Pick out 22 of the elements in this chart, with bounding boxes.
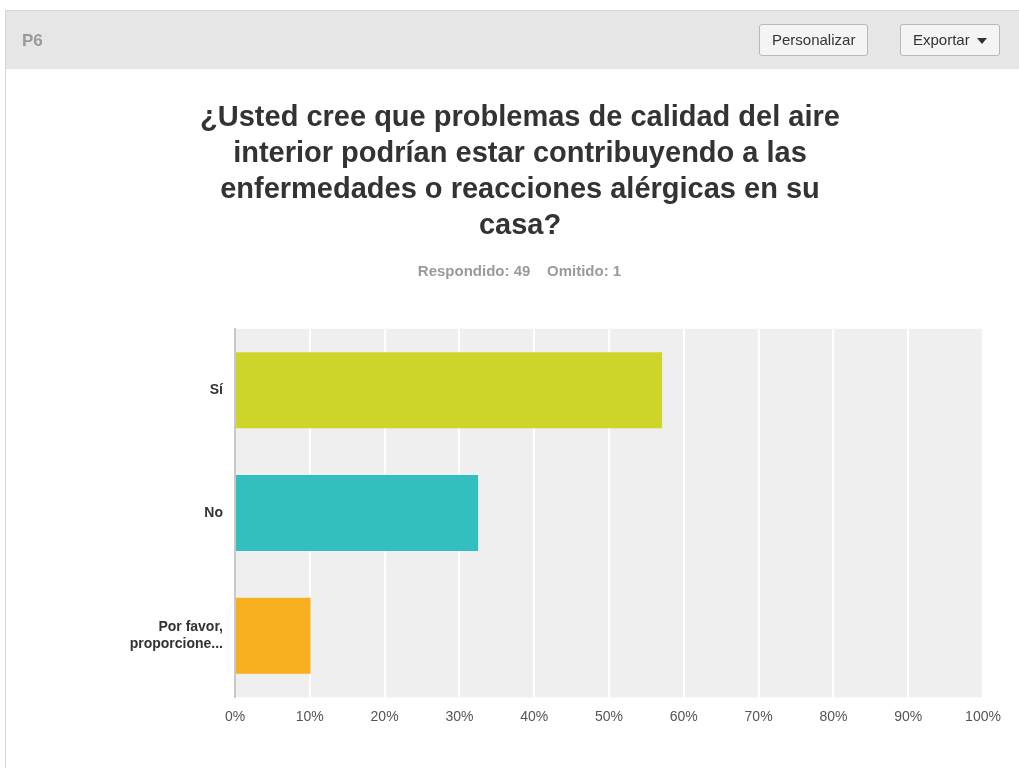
x-tick-label: 40% [520,708,549,725]
x-tick-label: 30% [445,708,474,725]
y-tick-label: Por favor, proporcione... [129,618,223,652]
chart-title: ¿Usted cree que problemas de calidad del aire interior podrían estar contribuyendo a las enfermedades o reacciones alérgicas en su casa? [199,99,841,242]
x-tick-label: 70% [744,708,773,725]
y-tick-label: No [204,503,223,520]
text: P6 [22,31,43,51]
x-tick-label: 10% [295,708,324,725]
x-tick-label: 90% [894,708,923,725]
bar [236,474,479,552]
chart-subtitle: Respondido: 49 Omitido: 1 [416,262,623,279]
y-tick-label: Sí [209,381,225,398]
x-tick-label: 20% [370,708,399,725]
bar [236,597,311,674]
x-tick-label: 50% [594,708,624,725]
button: Personalizar [759,24,869,56]
x-tick-label: 60% [669,708,698,725]
x-tick-label: 80% [819,708,848,725]
dropdown-button: Exportar [900,24,1000,56]
x-tick-label: 100% [965,708,1001,725]
x-tick-label: 0% [224,708,246,725]
bar [236,352,663,429]
